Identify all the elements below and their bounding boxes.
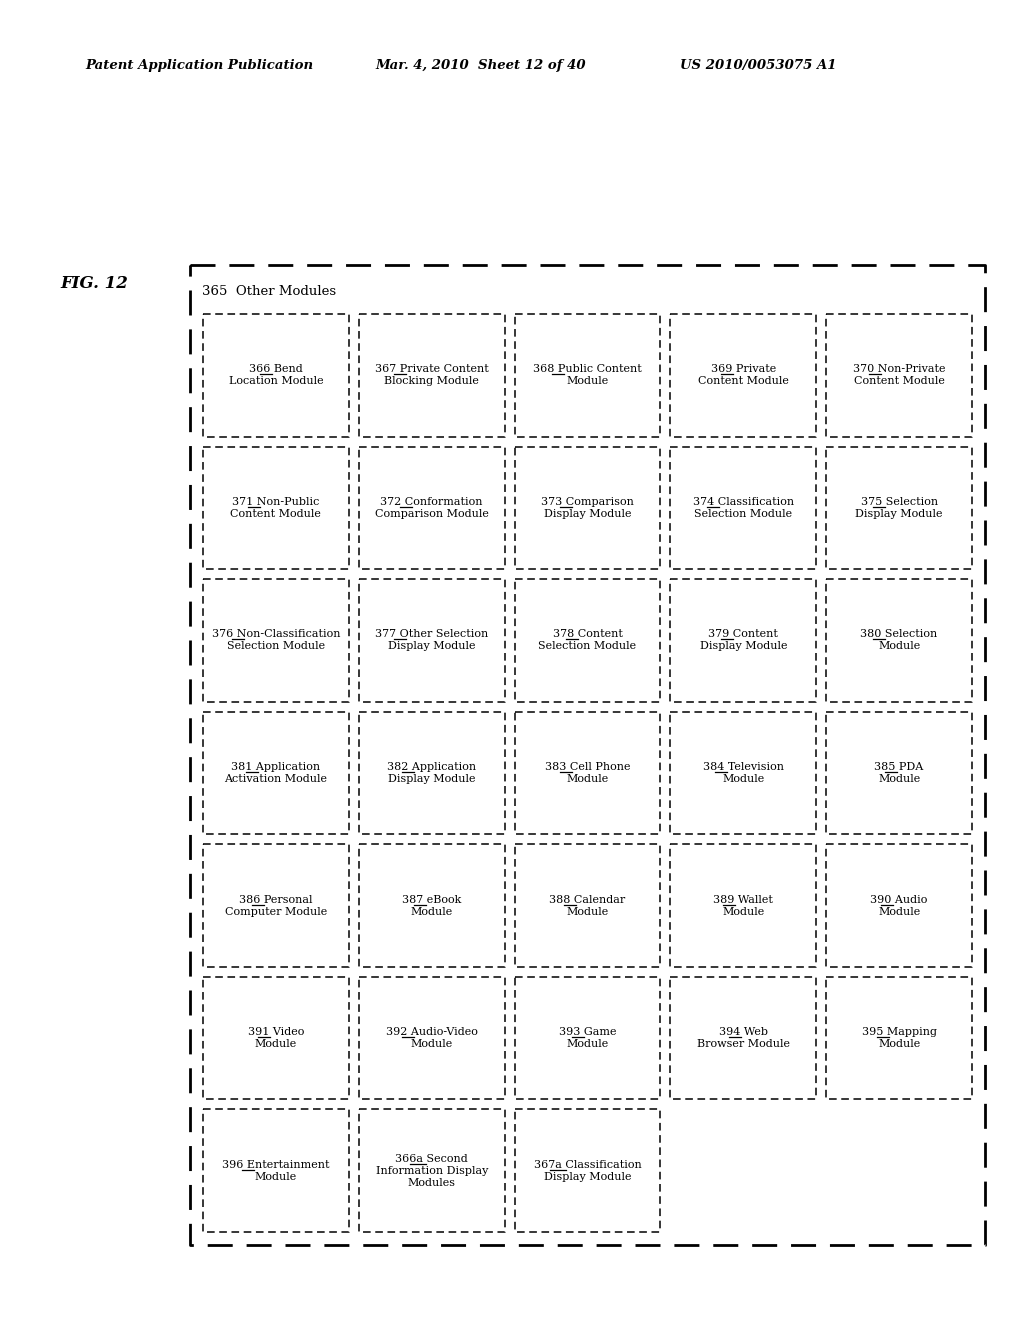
Text: 381 Application: 381 Application [231, 762, 321, 772]
Text: 393 Game: 393 Game [559, 1027, 616, 1038]
Text: 367 Private Content: 367 Private Content [375, 364, 488, 375]
Text: 367a Classification: 367a Classification [534, 1160, 641, 1170]
Text: 379 Content: 379 Content [709, 630, 778, 639]
Text: Module: Module [722, 774, 765, 784]
Text: 387 eBook: 387 eBook [402, 895, 462, 904]
Text: Module: Module [566, 907, 608, 916]
Text: 372 Conformation: 372 Conformation [381, 496, 483, 507]
Text: Mar. 4, 2010  Sheet 12 of 40: Mar. 4, 2010 Sheet 12 of 40 [375, 58, 586, 71]
Text: Display Module: Display Module [855, 508, 943, 519]
Text: Selection Module: Selection Module [539, 642, 637, 652]
Text: US 2010/0053075 A1: US 2010/0053075 A1 [680, 58, 837, 71]
Text: 395 Mapping: 395 Mapping [861, 1027, 937, 1038]
Text: 370 Non-Private: 370 Non-Private [853, 364, 945, 375]
Text: Module: Module [878, 642, 921, 652]
Text: Module: Module [878, 1039, 921, 1049]
Text: Module: Module [566, 376, 608, 387]
Text: Display Module: Display Module [699, 642, 787, 652]
Text: 384 Television: 384 Television [702, 762, 783, 772]
Text: 369 Private: 369 Private [711, 364, 776, 375]
Text: 366 Bend: 366 Bend [249, 364, 303, 375]
Text: Patent Application Publication: Patent Application Publication [85, 58, 313, 71]
Text: 375 Selection: 375 Selection [860, 496, 938, 507]
Text: 376 Non-Classification: 376 Non-Classification [212, 630, 340, 639]
Text: Comparison Module: Comparison Module [375, 508, 488, 519]
Text: 385 PDA: 385 PDA [874, 762, 924, 772]
Text: 371 Non-Public: 371 Non-Public [232, 496, 319, 507]
Text: Browser Module: Browser Module [696, 1039, 790, 1049]
Text: 392 Audio-Video: 392 Audio-Video [386, 1027, 477, 1038]
Text: Content Module: Content Module [698, 376, 788, 387]
Text: Selection Module: Selection Module [694, 508, 793, 519]
Text: 396 Entertainment: 396 Entertainment [222, 1160, 330, 1170]
Text: 386 Personal: 386 Personal [240, 895, 312, 904]
Text: Module: Module [566, 1039, 608, 1049]
Text: 391 Video: 391 Video [248, 1027, 304, 1038]
Text: Location Module: Location Module [228, 376, 324, 387]
Text: 382 Application: 382 Application [387, 762, 476, 772]
Text: Activation Module: Activation Module [224, 774, 328, 784]
Text: 373 Comparison: 373 Comparison [541, 496, 634, 507]
Text: Blocking Module: Blocking Module [384, 376, 479, 387]
Text: Display Module: Display Module [544, 1172, 631, 1181]
Text: Module: Module [878, 774, 921, 784]
Text: Display Module: Display Module [388, 642, 475, 652]
Text: Module: Module [411, 907, 453, 916]
Text: Display Module: Display Module [544, 508, 631, 519]
Text: Module: Module [566, 774, 608, 784]
Text: Display Module: Display Module [388, 774, 475, 784]
Text: Content Module: Content Module [230, 508, 322, 519]
Text: 390 Audio: 390 Audio [870, 895, 928, 904]
Text: 388 Calendar: 388 Calendar [549, 895, 626, 904]
Text: 380 Selection: 380 Selection [860, 630, 938, 639]
Text: 374 Classification: 374 Classification [693, 496, 794, 507]
Text: FIG. 12: FIG. 12 [60, 275, 128, 292]
Text: Module: Module [411, 1039, 453, 1049]
Text: 377 Other Selection: 377 Other Selection [375, 630, 488, 639]
Text: Information Display: Information Display [376, 1166, 487, 1176]
Text: 365  Other Modules: 365 Other Modules [202, 285, 336, 298]
Text: 378 Content: 378 Content [553, 630, 623, 639]
Text: Module: Module [255, 1039, 297, 1049]
Text: Computer Module: Computer Module [225, 907, 327, 916]
Text: Module: Module [878, 907, 921, 916]
Text: 366a Second: 366a Second [395, 1154, 468, 1164]
Text: 389 Wallet: 389 Wallet [714, 895, 773, 904]
Text: Module: Module [255, 1172, 297, 1181]
Text: 383 Cell Phone: 383 Cell Phone [545, 762, 630, 772]
Text: Module: Module [722, 907, 765, 916]
Text: Modules: Modules [408, 1177, 456, 1188]
Text: 394 Web: 394 Web [719, 1027, 768, 1038]
Text: Content Module: Content Module [854, 376, 944, 387]
Text: 368 Public Content: 368 Public Content [534, 364, 642, 375]
Text: Selection Module: Selection Module [227, 642, 325, 652]
